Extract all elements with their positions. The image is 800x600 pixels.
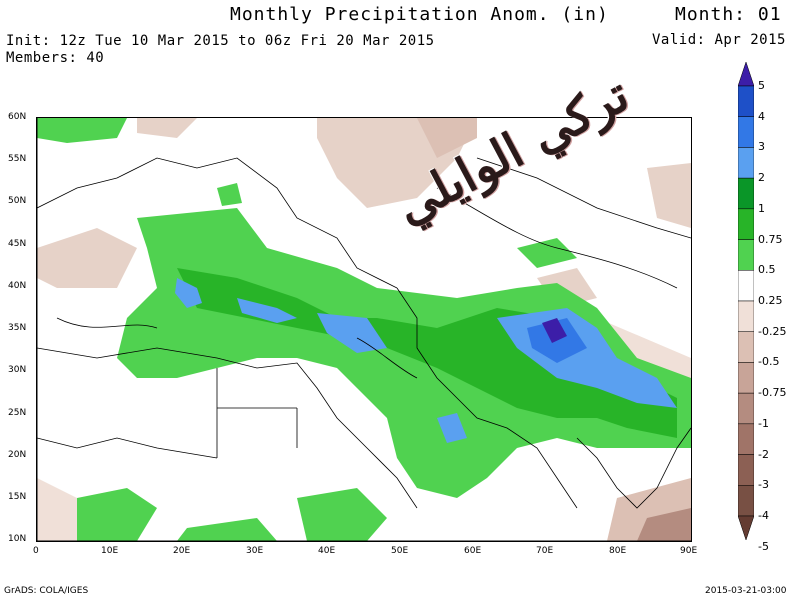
lon-label-40e: 40E — [318, 546, 336, 556]
legend-swatch — [738, 239, 754, 271]
legend-label: 1 — [758, 201, 765, 215]
coastlines — [37, 157, 691, 509]
lat-label-45n: 45N — [8, 239, 27, 249]
members-label: Members: 40 — [6, 50, 105, 66]
legend-label: -4 — [758, 509, 769, 522]
legend-label: -0.25 — [758, 324, 787, 338]
lat-label-50n: 50N — [8, 196, 27, 206]
lat-label-30n: 30N — [8, 365, 27, 375]
legend-swatch — [738, 85, 754, 117]
lon-label-60e: 60E — [464, 546, 482, 556]
lat-label-40n: 40N — [8, 281, 27, 291]
legend-label: -2 — [758, 447, 769, 461]
valid-label: Valid: Apr 2015 — [652, 32, 786, 48]
lon-label-80e: 80E — [609, 546, 627, 556]
legend-label: -3 — [758, 478, 769, 492]
legend-label: 2 — [758, 171, 765, 185]
legend-swatch — [738, 300, 754, 332]
lon-label-20e: 20E — [173, 546, 191, 556]
footer-timestamp: 2015-03-21-03:00 — [705, 586, 787, 596]
lat-label-35n: 35N — [8, 323, 27, 333]
strong-wet-areas — [175, 278, 677, 443]
lat-label-55n: 55N — [8, 154, 27, 164]
lon-label-10e: 10E — [101, 546, 119, 556]
init-label: Init: 12z Tue 10 Mar 2015 to 06z Fri 20 … — [6, 33, 435, 49]
month-label: Month: 01 — [675, 4, 782, 25]
lon-label-30e: 30E — [246, 546, 264, 556]
lon-label-0: 0 — [33, 546, 39, 556]
legend-swatch — [738, 423, 754, 455]
legend-swatch — [738, 270, 754, 302]
legend-boxes — [738, 62, 754, 540]
lon-label-70e: 70E — [536, 546, 554, 556]
lat-label-25n: 25N — [8, 408, 27, 418]
legend-label: 5 — [758, 79, 765, 92]
lat-label-20n: 20N — [8, 450, 27, 460]
lon-label-90e: 90E — [680, 546, 698, 556]
legend-swatch — [738, 147, 754, 179]
legend-label: -0.75 — [758, 386, 787, 400]
chart-title: Monthly Precipitation Anom. (in) — [230, 4, 609, 25]
legend-label: 0.5 — [758, 263, 776, 277]
lat-label-15n: 15N — [8, 492, 27, 502]
wet-anomaly-areas — [37, 118, 691, 541]
legend-swatch — [738, 515, 754, 540]
footer-credit: GrADS: COLA/IGES — [4, 586, 89, 596]
legend-swatch — [738, 392, 754, 425]
lon-label-50e: 50E — [391, 546, 409, 556]
legend-label: 0.75 — [758, 232, 783, 246]
legend-swatch — [738, 177, 754, 210]
legend-swatch — [738, 485, 754, 517]
legend-swatch — [738, 208, 754, 240]
lat-label-60n: 60N — [8, 112, 27, 122]
legend-swatch — [738, 62, 754, 87]
legend-swatch — [738, 362, 754, 394]
legend-label: 4 — [758, 109, 765, 123]
map-canvas — [37, 118, 691, 541]
color-legend — [738, 62, 754, 540]
legend-label: -0.5 — [758, 355, 780, 369]
legend-label: -5 — [758, 539, 769, 553]
legend-swatch — [738, 454, 754, 486]
legend-label: 0.25 — [758, 294, 783, 307]
legend-swatch — [738, 116, 754, 148]
precipitation-anomaly-map — [36, 117, 692, 542]
legend-label: -1 — [758, 416, 769, 430]
legend-label: 3 — [758, 140, 765, 154]
lat-label-10n: 10N — [8, 534, 27, 544]
legend-swatch — [738, 331, 754, 363]
